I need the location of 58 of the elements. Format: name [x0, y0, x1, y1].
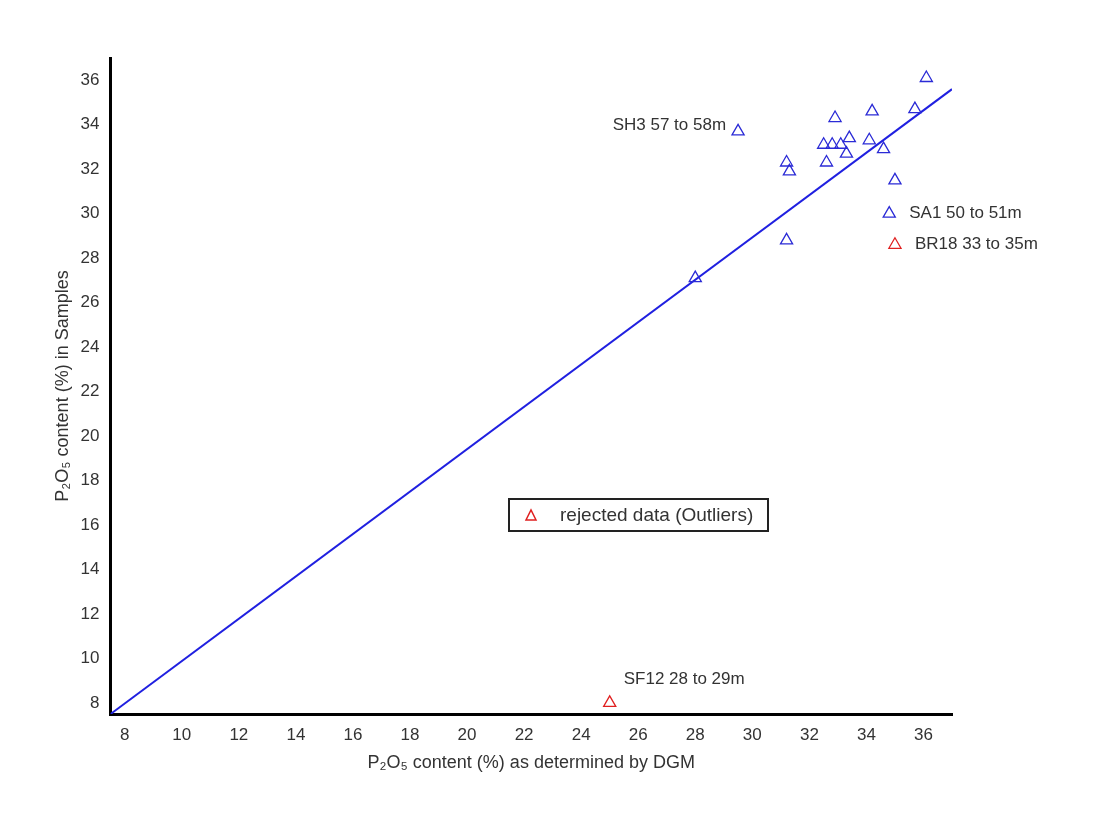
x-tick-label: 12 [229, 724, 249, 744]
point [839, 145, 854, 158]
y-tick-label: 14 [80, 559, 100, 579]
y-tick-label: 32 [80, 158, 100, 178]
legend-label: rejected data (Outliers) [560, 504, 754, 526]
y-tick-label: 28 [80, 247, 100, 267]
annotation: SA1 50 to 51m [909, 203, 1022, 223]
y-tick-label: 26 [80, 292, 100, 312]
y-tick-label: 24 [80, 336, 100, 356]
x-tick-label: 28 [685, 724, 705, 744]
point [828, 110, 842, 123]
y-tick-label: 20 [80, 425, 100, 445]
x-tick-label: 26 [628, 724, 648, 744]
x-tick-label: 32 [799, 724, 819, 744]
y-tick-label: 12 [80, 603, 100, 623]
annotation: BR18 33 to 35m [914, 234, 1038, 254]
point [779, 154, 794, 167]
y-tick-label: 36 [80, 69, 100, 89]
x-tick-label: 24 [571, 724, 591, 744]
point [819, 154, 834, 167]
point [779, 232, 794, 245]
x-tick-label: 8 [120, 724, 130, 744]
y-tick-label: 30 [80, 203, 100, 223]
y-tick-label: 18 [80, 470, 100, 490]
point [888, 237, 902, 249]
point [865, 103, 879, 116]
point [731, 123, 745, 136]
x-tick-label: 30 [742, 724, 762, 744]
y-tick-label: 22 [80, 381, 100, 401]
x-tick-label: 36 [914, 724, 933, 744]
point [842, 130, 857, 143]
y-axis-title: P₂O₅ content (%) in Samples [51, 270, 72, 502]
x-tick-label: 34 [856, 724, 876, 744]
point [688, 270, 702, 283]
point [882, 206, 896, 218]
y-tick-label: 10 [80, 648, 100, 668]
point [825, 137, 839, 149]
point [888, 172, 902, 185]
point [782, 163, 797, 176]
x-tick-label: 16 [343, 724, 363, 744]
point [919, 70, 934, 83]
y-tick-label: 34 [80, 114, 100, 134]
x-tick-label: 18 [400, 724, 420, 744]
point [908, 101, 922, 114]
x-tick-label: 22 [514, 724, 534, 744]
x-tick-label: 10 [172, 724, 192, 744]
annotation: SF12 28 to 29m [623, 668, 745, 688]
point [816, 137, 831, 149]
point [876, 141, 891, 154]
y-tick-label: 16 [80, 514, 100, 534]
point [834, 137, 848, 149]
point [602, 695, 617, 708]
annotation: SH3 57 to 58m [612, 115, 727, 135]
x-axis-title: P₂O₅ content (%) as determined by DGM [367, 752, 695, 773]
point [862, 132, 876, 145]
x-tick-label: 20 [457, 724, 477, 744]
x-tick-label: 14 [286, 724, 306, 744]
y-tick-label: 8 [90, 692, 100, 712]
